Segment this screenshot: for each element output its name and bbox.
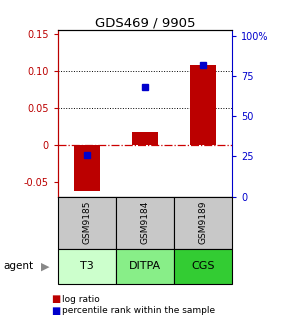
Text: percentile rank within the sample: percentile rank within the sample	[62, 306, 215, 315]
Text: ■: ■	[51, 306, 60, 316]
Title: GDS469 / 9905: GDS469 / 9905	[95, 16, 195, 29]
Text: DITPA: DITPA	[129, 261, 161, 271]
Text: log ratio: log ratio	[62, 295, 100, 303]
Text: CGS: CGS	[191, 261, 215, 271]
Text: ■: ■	[51, 294, 60, 304]
Bar	[190, 65, 216, 145]
Text: GSM9185: GSM9185	[82, 201, 92, 244]
Text: T3: T3	[80, 261, 94, 271]
Bar	[132, 131, 158, 145]
Text: ▶: ▶	[41, 261, 49, 271]
Text: GSM9184: GSM9184	[140, 201, 150, 244]
Text: agent: agent	[3, 261, 33, 271]
Bar	[74, 145, 100, 191]
Text: GSM9189: GSM9189	[198, 201, 208, 244]
